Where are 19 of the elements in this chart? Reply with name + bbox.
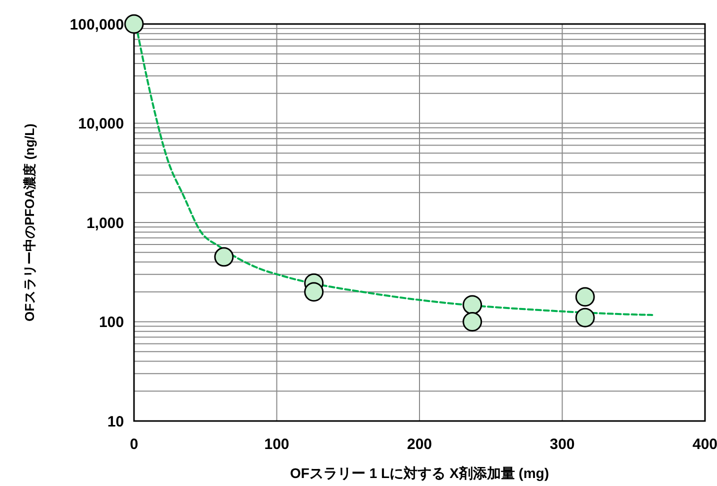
point	[214, 247, 234, 267]
y-tick-label: 10	[107, 413, 124, 430]
y-tick-label: 10,000	[78, 116, 124, 132]
point	[124, 14, 144, 34]
x-tick-label: 100	[264, 436, 290, 453]
x-tick-label: 400	[692, 436, 717, 453]
y-tick-label: 100	[98, 314, 124, 331]
point	[462, 295, 482, 315]
x-axis-title: OFスラリー 1 Lに対する X剤添加量 (mg)	[290, 465, 549, 481]
point	[575, 308, 595, 328]
point	[575, 287, 595, 307]
point	[304, 282, 324, 302]
x-tick-label: 200	[406, 436, 432, 453]
x-tick-label: 0	[130, 436, 138, 453]
y-axis-title: OFスラリー中のPFOA濃度 (ng/L)	[22, 124, 37, 322]
x-tick-label: 300	[550, 436, 575, 453]
y-tick-label: 1,000	[86, 214, 124, 232]
y-tick-label: 100,000	[70, 16, 124, 34]
point	[462, 312, 482, 332]
